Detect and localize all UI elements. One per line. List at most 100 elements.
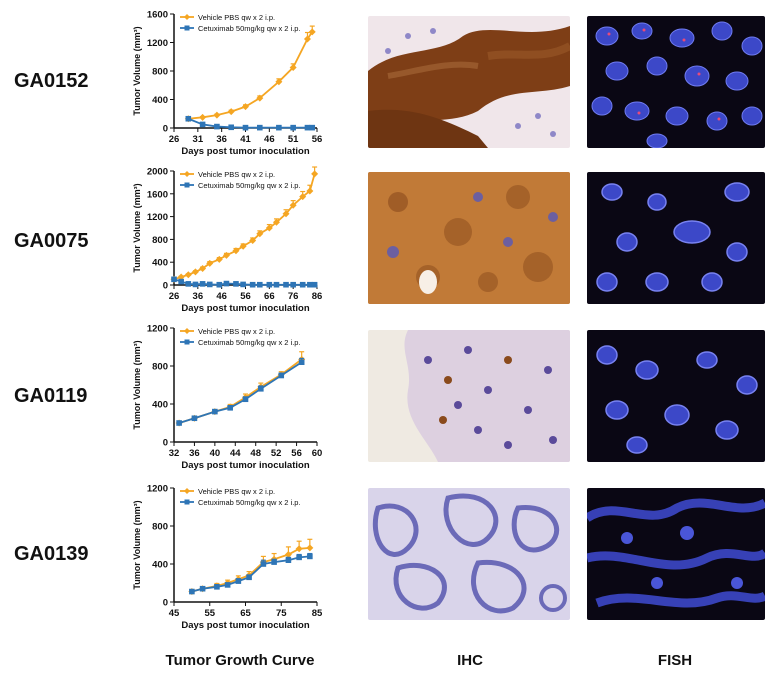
data-point (298, 359, 305, 365)
data-point (213, 111, 221, 119)
data-point (282, 210, 290, 218)
y-tick-label: 0 (163, 438, 168, 449)
x-tick-label: 44 (230, 448, 241, 459)
row-label-ga0119: GA0119 (14, 385, 88, 407)
data-point (289, 63, 297, 71)
data-point (242, 396, 249, 403)
data-point (290, 281, 296, 288)
y-axis-label: Tumor Volume (mm³) (132, 26, 142, 115)
y-tick-label: 400 (152, 95, 168, 106)
y-tick-label: 400 (152, 258, 168, 269)
y-axis-label: Tumor Volume (mm³) (132, 340, 142, 429)
x-tick-label: 85 (312, 608, 323, 619)
x-tick-label: 36 (216, 134, 227, 145)
y-tick-label: 800 (152, 235, 168, 246)
x-tick-label: 56 (240, 291, 251, 302)
ihc-image-ga0152 (368, 16, 570, 148)
fish-image-ga0152 (587, 16, 765, 148)
x-tick-label: 52 (271, 448, 282, 459)
data-point (256, 230, 264, 238)
data-point (222, 251, 230, 259)
data-point (275, 78, 283, 86)
series-line-vehicle (188, 31, 313, 120)
data-point (199, 281, 206, 287)
x-tick-label: 65 (240, 608, 251, 619)
x-tick-label: 56 (312, 134, 323, 145)
y-tick-label: 1200 (147, 484, 168, 495)
data-point (185, 281, 192, 287)
data-point (235, 578, 242, 584)
data-point (272, 218, 280, 226)
column-title-ihc: IHC (457, 652, 483, 669)
data-point (206, 259, 214, 267)
y-tick-label: 0 (163, 281, 168, 292)
legend-marker (184, 25, 190, 31)
data-point (283, 281, 289, 288)
fish-image-ga0139 (587, 488, 765, 620)
data-point (258, 386, 264, 392)
x-tick-label: 41 (240, 134, 251, 145)
x-axis-label: Days post tumor inoculation (181, 460, 309, 471)
data-point (192, 281, 199, 288)
data-point (184, 271, 192, 279)
legend-label: Vehicle PBS qw x 2 i.p. (198, 487, 275, 496)
data-point (249, 237, 257, 245)
data-point (212, 408, 218, 415)
x-tick-label: 66 (264, 291, 275, 302)
data-point (232, 247, 240, 255)
data-point (260, 561, 267, 567)
x-tick-label: 36 (193, 291, 204, 302)
y-tick-label: 0 (163, 124, 168, 135)
data-point (290, 124, 296, 131)
data-point (276, 124, 282, 131)
x-tick-label: 32 (169, 448, 180, 459)
data-point (233, 281, 239, 287)
data-point (296, 554, 302, 561)
legend-label: Cetuximab 50mg/kg qw x 2 i.p. (198, 181, 301, 190)
data-point (306, 544, 314, 552)
legend-marker (184, 488, 190, 494)
data-point (308, 28, 316, 36)
data-point (199, 113, 207, 121)
x-axis-label: Days post tumor inoculation (181, 303, 309, 314)
x-tick-label: 51 (288, 134, 299, 145)
x-tick-label: 76 (288, 291, 299, 302)
data-point (278, 372, 285, 379)
data-point (240, 281, 246, 288)
column-title-growth-curve: Tumor Growth Curve (165, 652, 315, 669)
data-point (242, 124, 249, 131)
legend-label: Cetuximab 50mg/kg qw x 2 i.p. (198, 24, 301, 33)
series-line-cetuximab (187, 117, 313, 129)
data-point (273, 281, 280, 288)
legend-label: Cetuximab 50mg/kg qw x 2 i.p. (198, 338, 301, 347)
data-point (311, 170, 319, 178)
legend-label: Vehicle PBS qw x 2 i.p. (198, 327, 275, 336)
data-point (227, 108, 235, 116)
y-tick-label: 1600 (147, 189, 168, 200)
data-point (311, 281, 318, 288)
x-tick-label: 86 (312, 291, 323, 302)
data-point (285, 557, 292, 563)
x-tick-label: 75 (276, 608, 287, 619)
data-point (191, 268, 199, 276)
data-point (299, 281, 306, 288)
legend-label: Cetuximab 50mg/kg qw x 2 i.p. (198, 498, 301, 507)
x-tick-label: 36 (189, 448, 200, 459)
ihc-image-ga0119 (368, 330, 570, 462)
y-tick-label: 1600 (147, 10, 168, 21)
x-tick-label: 55 (204, 608, 215, 619)
x-tick-label: 60 (312, 448, 323, 459)
data-point (227, 405, 233, 411)
data-point (307, 281, 313, 288)
data-point (178, 278, 184, 285)
data-point (176, 420, 182, 426)
x-axis-label: Days post tumor inoculation (181, 146, 309, 157)
x-tick-label: 40 (210, 448, 221, 459)
data-point (289, 201, 297, 209)
legend-marker (184, 328, 190, 334)
series-line-vehicle (191, 546, 310, 593)
data-point (257, 281, 263, 288)
